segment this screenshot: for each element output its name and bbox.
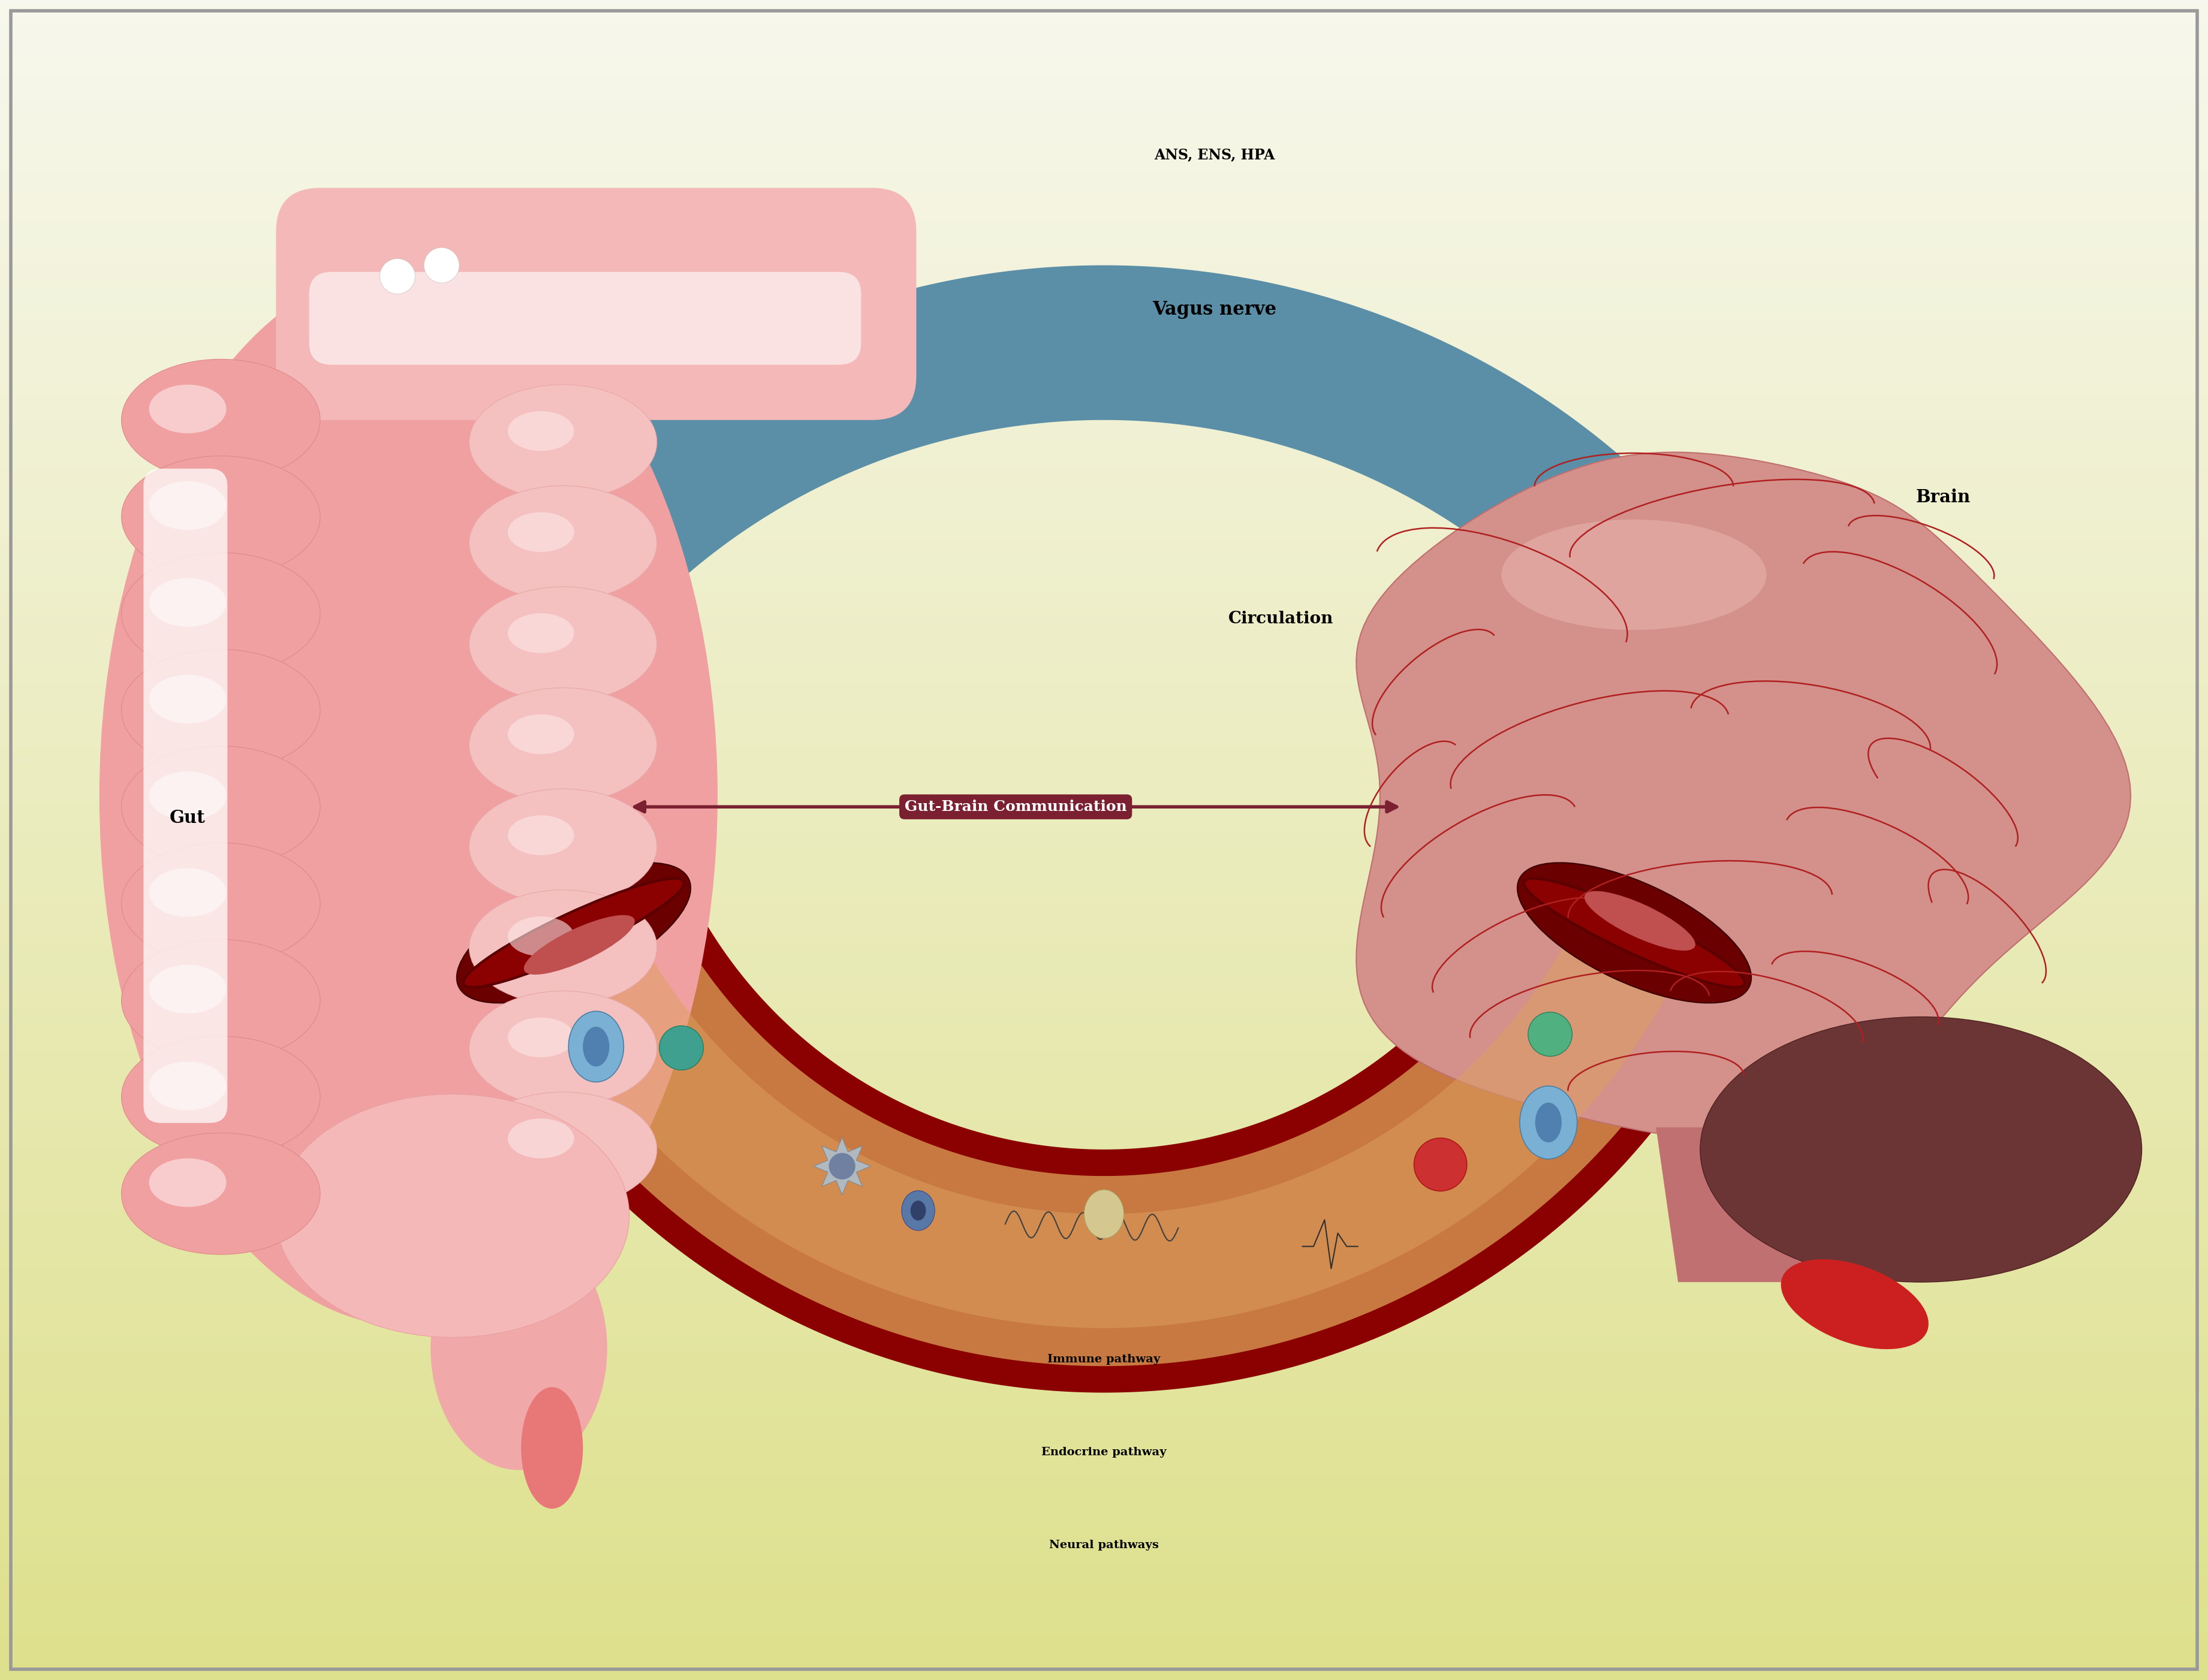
- Text: Neural pathways: Neural pathways: [1049, 1541, 1159, 1551]
- Ellipse shape: [508, 1119, 574, 1158]
- Text: Gut-Brain Communication: Gut-Brain Communication: [905, 800, 1126, 815]
- Ellipse shape: [468, 1092, 658, 1206]
- Ellipse shape: [1519, 1085, 1577, 1159]
- Ellipse shape: [1782, 1260, 1928, 1349]
- Circle shape: [660, 1026, 704, 1070]
- Ellipse shape: [523, 916, 634, 974]
- Ellipse shape: [148, 385, 225, 433]
- Ellipse shape: [148, 1158, 225, 1206]
- Polygon shape: [1356, 452, 2131, 1139]
- Ellipse shape: [1524, 879, 1744, 988]
- Ellipse shape: [148, 482, 225, 529]
- Ellipse shape: [148, 578, 225, 627]
- Polygon shape: [488, 892, 1720, 1366]
- Ellipse shape: [1700, 1016, 2142, 1282]
- Ellipse shape: [121, 746, 320, 867]
- Text: Vagus nerve: Vagus nerve: [1153, 301, 1276, 319]
- Circle shape: [1528, 1011, 1572, 1057]
- Ellipse shape: [901, 1191, 934, 1230]
- Ellipse shape: [121, 1037, 320, 1158]
- Polygon shape: [813, 1137, 870, 1194]
- Ellipse shape: [464, 879, 684, 988]
- Ellipse shape: [468, 586, 658, 702]
- Ellipse shape: [1501, 519, 1766, 630]
- FancyBboxPatch shape: [276, 188, 916, 420]
- Ellipse shape: [521, 1388, 583, 1509]
- Ellipse shape: [121, 843, 320, 964]
- Ellipse shape: [508, 412, 574, 450]
- Ellipse shape: [121, 1132, 320, 1255]
- Ellipse shape: [468, 687, 658, 803]
- Ellipse shape: [567, 1011, 623, 1082]
- Ellipse shape: [508, 613, 574, 654]
- Ellipse shape: [1517, 864, 1751, 1003]
- Ellipse shape: [121, 553, 320, 674]
- Text: Immune pathway: Immune pathway: [1047, 1354, 1161, 1364]
- Polygon shape: [521, 909, 1687, 1329]
- Circle shape: [1413, 1137, 1466, 1191]
- Ellipse shape: [1084, 1189, 1124, 1238]
- Circle shape: [380, 259, 415, 294]
- Text: Brain: Brain: [1917, 489, 1970, 506]
- Text: Circulation: Circulation: [1228, 612, 1334, 627]
- Ellipse shape: [468, 486, 658, 601]
- Ellipse shape: [468, 890, 658, 1005]
- Ellipse shape: [468, 991, 658, 1105]
- Circle shape: [424, 247, 459, 282]
- Ellipse shape: [121, 650, 320, 771]
- Ellipse shape: [431, 1226, 607, 1470]
- Polygon shape: [464, 882, 1744, 1393]
- Ellipse shape: [121, 455, 320, 578]
- Ellipse shape: [457, 864, 691, 1003]
- Ellipse shape: [99, 265, 718, 1326]
- Ellipse shape: [121, 360, 320, 480]
- Ellipse shape: [148, 964, 225, 1013]
- Ellipse shape: [148, 771, 225, 820]
- Ellipse shape: [508, 916, 574, 956]
- FancyBboxPatch shape: [309, 272, 861, 365]
- Ellipse shape: [121, 939, 320, 1062]
- Polygon shape: [336, 265, 1872, 895]
- Ellipse shape: [583, 1026, 609, 1067]
- Polygon shape: [291, 843, 530, 993]
- Text: ANS, ENS, HPA: ANS, ENS, HPA: [1155, 148, 1274, 161]
- Circle shape: [828, 1152, 854, 1179]
- Ellipse shape: [148, 675, 225, 724]
- Ellipse shape: [910, 1201, 925, 1220]
- FancyArrowPatch shape: [634, 801, 1398, 811]
- Ellipse shape: [468, 790, 658, 904]
- Ellipse shape: [1585, 890, 1696, 951]
- Ellipse shape: [276, 1094, 629, 1337]
- Ellipse shape: [468, 385, 658, 499]
- Ellipse shape: [508, 714, 574, 754]
- Ellipse shape: [148, 1062, 225, 1110]
- Ellipse shape: [148, 869, 225, 917]
- FancyBboxPatch shape: [144, 469, 227, 1122]
- Ellipse shape: [508, 512, 574, 553]
- Text: Gut: Gut: [170, 810, 205, 827]
- Ellipse shape: [508, 815, 574, 855]
- Polygon shape: [1656, 1127, 1811, 1282]
- Text: Endocrine pathway: Endocrine pathway: [1042, 1446, 1166, 1458]
- Ellipse shape: [508, 1018, 574, 1057]
- Ellipse shape: [1535, 1102, 1561, 1142]
